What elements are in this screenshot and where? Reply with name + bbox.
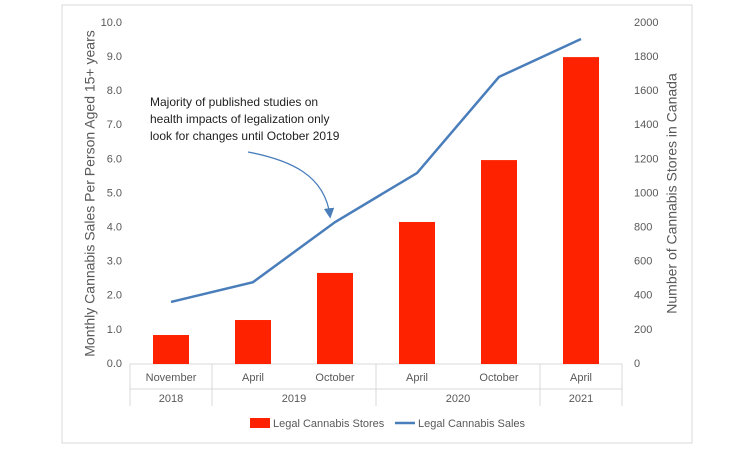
y2-tick-label: 1000	[634, 187, 658, 199]
line	[170, 37, 582, 304]
y2-tick-label: 1800	[634, 51, 658, 63]
bar	[235, 320, 271, 364]
x-tick-label: April	[242, 372, 264, 384]
y-tick-label: 4.0	[107, 222, 122, 234]
y2-tick-label: 600	[634, 256, 652, 268]
y2-tick-label: 1600	[634, 85, 658, 97]
y-tick-label: 3.0	[107, 256, 122, 268]
bar	[153, 335, 189, 364]
legend-swatch	[250, 418, 270, 428]
x-tick-label: October	[315, 372, 354, 384]
bar	[317, 272, 353, 364]
annotation: look for changes until October 2019	[150, 129, 340, 143]
y-tick-label: 2.0	[107, 290, 122, 302]
legend-label: Legal Cannabis Sales	[418, 418, 526, 430]
y-tick-label: 6.0	[107, 153, 122, 165]
y2-tick-label: 2000	[634, 17, 658, 29]
x-tick-label: April	[406, 372, 428, 384]
x-group-label: 2020	[446, 393, 470, 405]
y2-tick-label: 800	[634, 222, 652, 234]
x-group-label: 2019	[282, 393, 306, 405]
y-tick-label: 7.0	[107, 119, 122, 131]
bar	[563, 57, 599, 364]
x-group-label: 2018	[159, 393, 183, 405]
y2-tick-label: 1200	[634, 153, 658, 165]
annotation: Majority of published studies on	[150, 95, 318, 109]
x-group-label: 2021	[569, 393, 593, 405]
y-tick-label: 9.0	[107, 51, 122, 63]
x-tick-label: November	[146, 372, 197, 384]
annotation-arrow	[247, 151, 335, 219]
y2-tick-label: 400	[634, 290, 652, 302]
legend-label: Legal Cannabis Stores	[273, 418, 385, 430]
y-axis-title: Monthly Cannabis Sales Per Person Aged 1…	[82, 30, 98, 356]
x-tick-label: April	[570, 372, 592, 384]
bar	[481, 160, 517, 364]
y-tick-label: 10.0	[101, 17, 122, 29]
bar	[399, 221, 435, 364]
annotation: health impacts of legalization only	[150, 112, 329, 126]
y2-axis-title: Number of Cannabis Stores in Canada	[664, 73, 680, 314]
y-tick-label: 1.0	[107, 324, 122, 336]
y2-tick-label: 200	[634, 324, 652, 336]
y-tick-label: 5.0	[107, 187, 122, 199]
y-tick-label: 0.0	[107, 358, 122, 370]
x-tick-label: October	[479, 372, 518, 384]
y2-tick-label: 1400	[634, 119, 658, 131]
y2-tick-label: 0	[634, 358, 640, 370]
y-tick-label: 8.0	[107, 85, 122, 97]
